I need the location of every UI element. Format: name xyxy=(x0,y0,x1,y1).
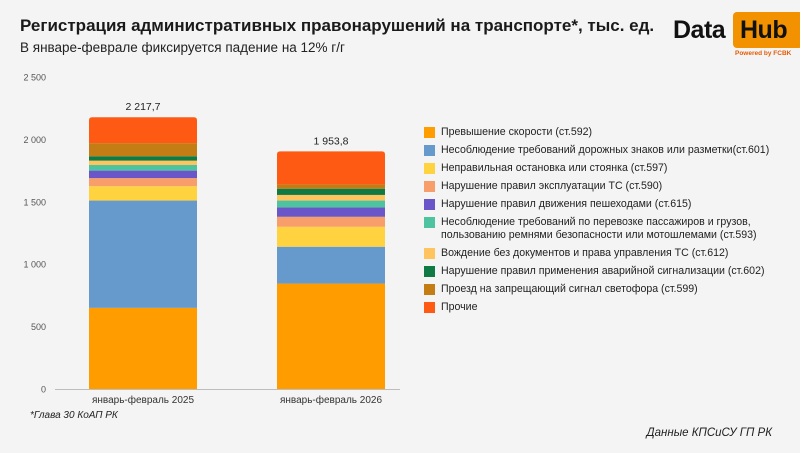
legend-swatch xyxy=(424,163,435,174)
bar-segment xyxy=(89,164,197,171)
legend-swatch xyxy=(424,248,435,259)
legend-label: Нарушение правил движения пешеходами (ст… xyxy=(441,198,692,210)
bar-segment xyxy=(277,216,385,227)
y-tick-label: 2 000 xyxy=(23,135,46,145)
y-tick-label: 0 xyxy=(41,385,46,395)
legend-item: Несоблюдение требований по перевозке пас… xyxy=(424,216,784,242)
legend-item: Прочие xyxy=(424,301,784,314)
footnote: *Глава 30 КоАП РК xyxy=(30,410,118,421)
legend-item: Проезд на запрещающий сигнал светофора (… xyxy=(424,283,784,296)
bar-total-label: 1 953,8 xyxy=(313,135,348,147)
logo-hub-badge: Hub xyxy=(733,12,800,48)
logo-word-data: Data xyxy=(673,16,726,44)
legend-label: Вождение без документов и права управлен… xyxy=(441,247,729,259)
bar-segment xyxy=(277,226,385,247)
y-tick-label: 500 xyxy=(31,322,46,332)
bar-segment xyxy=(89,143,197,157)
bar-total-label: 2 217,7 xyxy=(125,101,160,113)
legend-swatch xyxy=(424,181,435,192)
y-tick-label: 2 500 xyxy=(23,73,46,83)
legend-item: Нарушение правил эксплуатации ТС (ст.590… xyxy=(424,180,784,193)
y-tick-label: 1 500 xyxy=(23,197,46,207)
bar-segment xyxy=(277,188,385,195)
legend-label: Нарушение правил эксплуатации ТС (ст.590… xyxy=(441,180,663,192)
bar-segment xyxy=(89,200,197,308)
legend-item: Нарушение правил применения аварийной си… xyxy=(424,265,784,278)
legend-swatch xyxy=(424,266,435,277)
legend-swatch xyxy=(424,284,435,295)
bar-segment xyxy=(277,151,385,185)
y-tick-label: 1 000 xyxy=(23,260,46,270)
bar-segment xyxy=(277,184,385,189)
legend-label: Нарушение правил применения аварийной си… xyxy=(441,265,765,277)
bar-segment xyxy=(277,207,385,217)
chart-subtitle: В январе-феврале фиксируется падение на … xyxy=(20,40,345,55)
logo-word-hub: Hub xyxy=(740,16,788,44)
legend-item: Превышение скорости (ст.592) xyxy=(424,126,784,139)
legend-label: Неправильная остановка или стоянка (ст.5… xyxy=(441,162,668,174)
legend-label: Несоблюдение требований дорожных знаков … xyxy=(441,144,770,156)
legend-swatch xyxy=(424,199,435,210)
legend-swatch xyxy=(424,145,435,156)
bar-segment xyxy=(89,170,197,179)
legend-label: Несоблюдение требований по перевозке пас… xyxy=(441,216,757,241)
bar-segment xyxy=(89,160,197,165)
chart-title: Регистрация административных правонаруше… xyxy=(20,16,655,35)
legend-item: Вождение без документов и права управлен… xyxy=(424,247,784,260)
data-source: Данные КПСиСУ ГП РК xyxy=(646,427,772,439)
legend-swatch xyxy=(424,127,435,138)
legend-item: Нарушение правил движения пешеходами (ст… xyxy=(424,198,784,211)
bar-segment xyxy=(277,194,385,201)
legend-label: Превышение скорости (ст.592) xyxy=(441,126,593,138)
legend-swatch xyxy=(424,217,435,228)
bar-segment xyxy=(277,283,385,389)
bar-segment xyxy=(89,307,197,389)
bar-segment xyxy=(89,117,197,144)
legend-label: Проезд на запрещающий сигнал светофора (… xyxy=(441,283,698,295)
x-category-label: январь-февраль 2026 xyxy=(280,394,383,406)
x-category-label: январь-февраль 2025 xyxy=(92,394,195,406)
legend-item: Неправильная остановка или стоянка (ст.5… xyxy=(424,162,784,175)
bar-segment xyxy=(277,200,385,208)
logo-tagline: Powered by FCBK xyxy=(735,50,792,57)
legend-swatch xyxy=(424,302,435,313)
chart-legend: Превышение скорости (ст.592) Несоблюдение… xyxy=(424,126,784,319)
bar-segment xyxy=(89,178,197,187)
legend-item: Несоблюдение требований дорожных знаков … xyxy=(424,144,784,157)
legend-label: Прочие xyxy=(441,301,478,313)
bar-segment xyxy=(89,186,197,201)
bar-segment xyxy=(277,246,385,284)
bar-segment xyxy=(89,156,197,161)
